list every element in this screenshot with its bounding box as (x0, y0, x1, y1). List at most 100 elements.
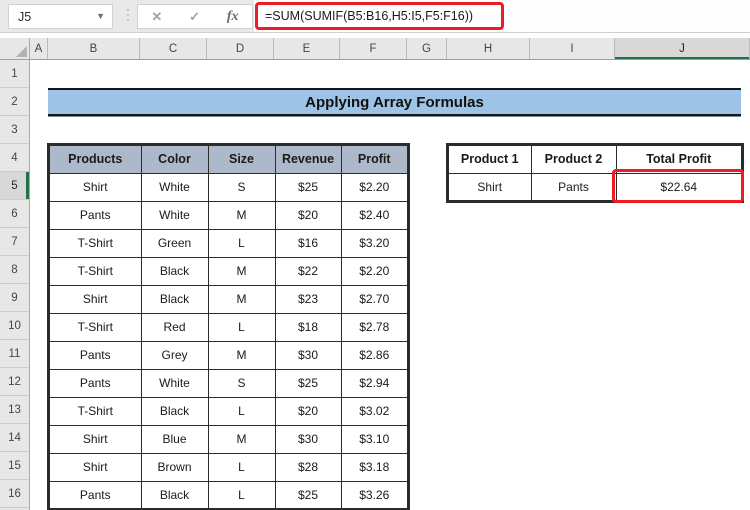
header-cell[interactable]: Product 1 (447, 144, 532, 174)
data-cell[interactable]: $18 (274, 312, 342, 342)
row-header-1[interactable]: 1 (0, 60, 29, 88)
data-cell[interactable]: M (207, 340, 276, 370)
data-cell[interactable]: Pants (530, 172, 617, 202)
data-cell[interactable]: L (207, 396, 276, 426)
data-cell[interactable]: Pants (48, 480, 142, 510)
name-box[interactable]: J5 ▼ (8, 4, 113, 29)
data-cell[interactable]: T-Shirt (48, 312, 142, 342)
column-header-i[interactable]: I (530, 38, 615, 59)
column-header-b[interactable]: B (48, 38, 140, 59)
data-cell[interactable]: Black (140, 396, 209, 426)
data-cell[interactable]: S (207, 368, 276, 398)
column-header-g[interactable]: G (407, 38, 447, 59)
data-cell[interactable]: $2.20 (340, 256, 409, 286)
data-cell[interactable]: Pants (48, 368, 142, 398)
column-header-j-selected[interactable]: J (615, 38, 750, 59)
data-cell[interactable]: $16 (274, 228, 342, 258)
header-cell[interactable]: Total Profit (615, 144, 743, 174)
data-cell[interactable]: $30 (274, 340, 342, 370)
data-cell[interactable]: Grey (140, 340, 209, 370)
data-cell[interactable]: $2.20 (340, 172, 409, 202)
column-header-f[interactable]: F (340, 38, 407, 59)
header-cell[interactable]: Product 2 (530, 144, 617, 174)
row-header-7[interactable]: 7 (0, 228, 29, 256)
data-cell-selected-j5[interactable]: $22.64 (615, 172, 743, 202)
data-cell[interactable]: Shirt (48, 424, 142, 454)
data-cell[interactable]: $2.94 (340, 368, 409, 398)
data-cell[interactable]: White (140, 368, 209, 398)
insert-function-button[interactable]: fx (226, 8, 239, 24)
data-cell[interactable]: M (207, 200, 276, 230)
data-cell[interactable]: Shirt (48, 284, 142, 314)
data-cell[interactable]: $2.78 (340, 312, 409, 342)
select-all-corner[interactable] (0, 38, 30, 60)
header-cell[interactable]: Profit (340, 144, 409, 174)
row-header-3[interactable]: 3 (0, 116, 29, 144)
row-header-13[interactable]: 13 (0, 396, 29, 424)
data-cell[interactable]: M (207, 424, 276, 454)
data-cell[interactable]: Green (140, 228, 209, 258)
row-header-15[interactable]: 15 (0, 452, 29, 480)
data-cell[interactable]: Brown (140, 452, 209, 482)
data-cell[interactable]: Shirt (48, 172, 142, 202)
data-cell[interactable]: $3.20 (340, 228, 409, 258)
name-box-dropdown-icon[interactable]: ▼ (96, 11, 105, 21)
header-cell[interactable]: Size (207, 144, 276, 174)
cancel-button[interactable]: ✕ (151, 8, 163, 24)
data-cell[interactable]: Shirt (48, 452, 142, 482)
data-cell[interactable]: Black (140, 284, 209, 314)
data-cell[interactable]: L (207, 228, 276, 258)
row-header-4[interactable]: 4 (0, 144, 29, 172)
column-header-a[interactable]: A (30, 38, 48, 59)
data-cell[interactable]: $30 (274, 424, 342, 454)
header-cell[interactable]: Color (140, 144, 209, 174)
header-cell[interactable]: Products (48, 144, 142, 174)
header-cell[interactable]: Revenue (274, 144, 342, 174)
title-banner[interactable]: Applying Array Formulas (48, 88, 741, 116)
row-header-6[interactable]: 6 (0, 200, 29, 228)
data-cell[interactable]: Pants (48, 340, 142, 370)
column-header-e[interactable]: E (274, 38, 340, 59)
row-header-5-selected[interactable]: 5 (0, 172, 29, 200)
data-cell[interactable]: $25 (274, 368, 342, 398)
enter-button[interactable]: ✓ (189, 8, 201, 24)
data-cell[interactable]: $28 (274, 452, 342, 482)
column-header-d[interactable]: D (207, 38, 274, 59)
data-cell[interactable]: Shirt (447, 172, 532, 202)
data-cell[interactable]: $3.26 (340, 480, 409, 510)
data-cell[interactable]: T-Shirt (48, 228, 142, 258)
data-cell[interactable]: T-Shirt (48, 396, 142, 426)
data-cell[interactable]: $3.18 (340, 452, 409, 482)
row-header-16[interactable]: 16 (0, 480, 29, 508)
column-header-h[interactable]: H (447, 38, 530, 59)
data-cell[interactable]: Pants (48, 200, 142, 230)
data-cell[interactable]: $2.70 (340, 284, 409, 314)
data-cell[interactable]: M (207, 284, 276, 314)
data-cell[interactable]: White (140, 200, 209, 230)
data-cell[interactable]: $20 (274, 200, 342, 230)
data-cell[interactable]: Red (140, 312, 209, 342)
data-cell[interactable]: Black (140, 256, 209, 286)
data-cell[interactable]: $2.86 (340, 340, 409, 370)
data-cell[interactable]: L (207, 452, 276, 482)
data-cell[interactable]: S (207, 172, 276, 202)
data-cell[interactable]: $23 (274, 284, 342, 314)
row-header-10[interactable]: 10 (0, 312, 29, 340)
data-cell[interactable]: White (140, 172, 209, 202)
data-cell[interactable]: $22 (274, 256, 342, 286)
data-cell[interactable]: $3.02 (340, 396, 409, 426)
data-cell[interactable]: $2.40 (340, 200, 409, 230)
row-header-14[interactable]: 14 (0, 424, 29, 452)
data-cell[interactable]: T-Shirt (48, 256, 142, 286)
data-cell[interactable]: L (207, 480, 276, 510)
column-header-c[interactable]: C (140, 38, 207, 59)
data-cell[interactable]: L (207, 312, 276, 342)
row-header-2[interactable]: 2 (0, 88, 29, 116)
data-cell[interactable]: $3.10 (340, 424, 409, 454)
data-cell[interactable]: Black (140, 480, 209, 510)
data-cell[interactable]: $25 (274, 172, 342, 202)
formula-input[interactable]: =SUM(SUMIF(B5:B16,H5:I5,F5:F16)) (254, 0, 750, 32)
row-header-9[interactable]: 9 (0, 284, 29, 312)
data-cell[interactable]: $20 (274, 396, 342, 426)
row-header-11[interactable]: 11 (0, 340, 29, 368)
